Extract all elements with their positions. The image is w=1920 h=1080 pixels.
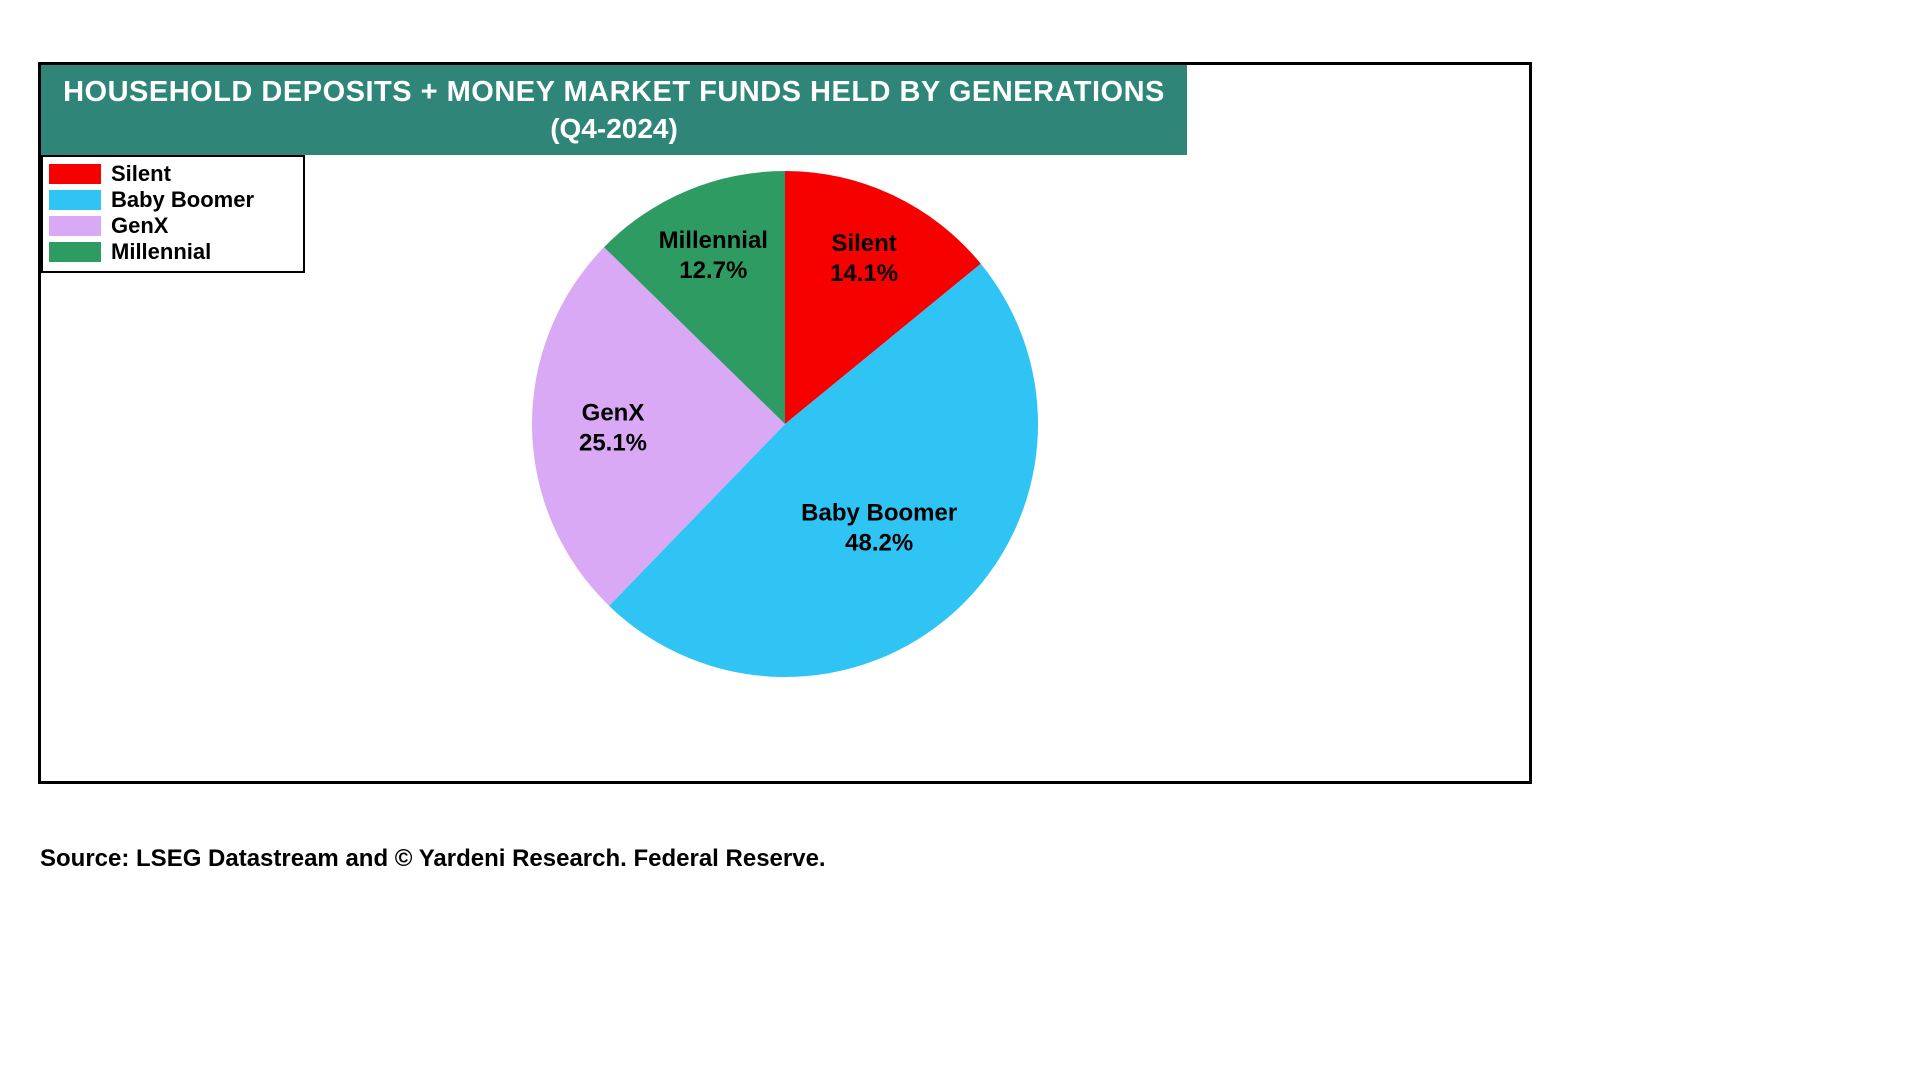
- legend-item-genx: GenX: [49, 213, 297, 239]
- slice-label-value: 25.1%: [579, 429, 647, 456]
- slice-label-value: 12.7%: [679, 257, 747, 284]
- slice-label-name: GenX: [582, 399, 645, 426]
- chart-subtitle: (Q4-2024): [550, 113, 678, 144]
- chart-title: HOUSEHOLD DEPOSITS + MONEY MARKET FUNDS …: [63, 76, 1165, 108]
- legend-swatch: [49, 190, 101, 210]
- legend-label: Silent: [111, 161, 171, 186]
- legend-item-millennial: Millennial: [49, 239, 297, 265]
- pie-slice-millennial: [604, 171, 785, 424]
- chart-title-bar: HOUSEHOLD DEPOSITS + MONEY MARKET FUNDS …: [41, 65, 1187, 155]
- legend-item-baby-boomer: Baby Boomer: [49, 187, 297, 213]
- pie-slice-silent: [785, 171, 981, 424]
- legend-swatch: [49, 216, 101, 236]
- slice-label-name: Silent: [831, 230, 896, 257]
- slice-label-value: 48.2%: [845, 529, 913, 556]
- source-note: Source: LSEG Datastream and © Yardeni Re…: [40, 845, 826, 872]
- legend-swatch: [49, 242, 101, 262]
- pie-slice-genx: [531, 247, 785, 606]
- chart-frame: HOUSEHOLD DEPOSITS + MONEY MARKET FUNDS …: [38, 62, 1532, 784]
- legend-item-silent: Silent: [49, 161, 297, 187]
- legend: Silent Baby Boomer GenX Millennial: [41, 155, 305, 273]
- legend-label: Millennial: [111, 239, 212, 264]
- legend-label: GenX: [111, 213, 169, 238]
- legend-label: Baby Boomer: [111, 187, 255, 212]
- pie-chart: Silent 14.1% Baby Boomer 48.2% GenX 25.1% Mill…: [531, 171, 1039, 678]
- pie-slice-baby-boomer: [609, 263, 1039, 678]
- legend-swatch: [49, 164, 101, 184]
- slice-label-name: Millennial: [659, 227, 768, 254]
- slice-label-value: 14.1%: [830, 260, 898, 287]
- slice-label-name: Baby Boomer: [801, 499, 957, 526]
